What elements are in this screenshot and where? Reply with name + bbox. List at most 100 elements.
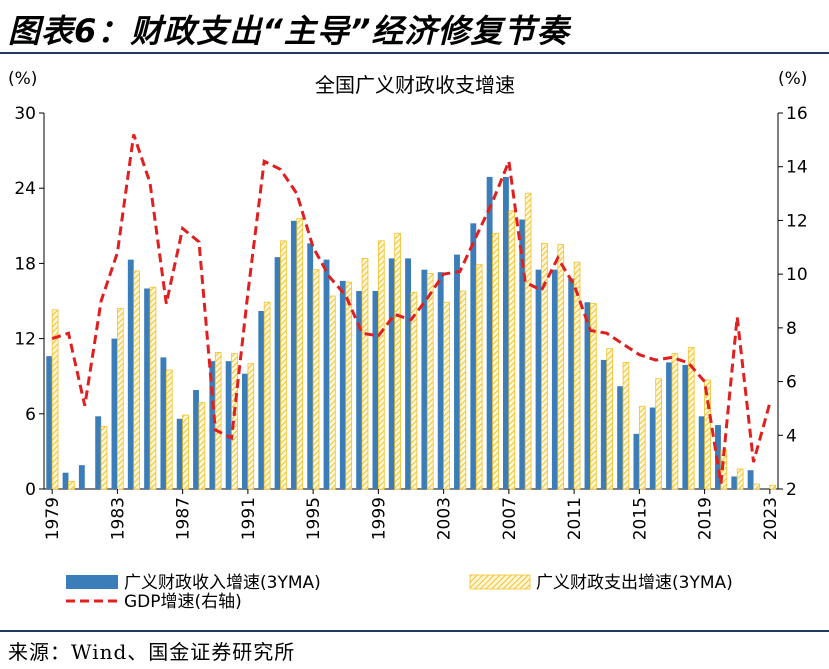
expense-bar bbox=[524, 192, 532, 490]
expense-bar bbox=[606, 348, 614, 490]
expense-bar bbox=[312, 269, 320, 490]
left-axis-unit: (%) bbox=[8, 69, 37, 89]
expense-bar bbox=[329, 295, 336, 490]
legend-label-gdp: GDP增速(右轴) bbox=[124, 592, 242, 612]
expense-bar bbox=[557, 244, 565, 490]
expense-bar bbox=[182, 414, 189, 490]
income-bar bbox=[551, 269, 558, 489]
expense-bar bbox=[280, 240, 287, 490]
chart: 全国广义财政收支增速 (%) (%) 061218243024681012141… bbox=[8, 69, 808, 612]
income-bar bbox=[46, 356, 53, 489]
expense-bar bbox=[361, 257, 369, 490]
x-tick-label: 1999 bbox=[369, 497, 389, 540]
expense-bar bbox=[410, 291, 418, 490]
expense-bar bbox=[68, 481, 75, 490]
income-bar bbox=[225, 361, 232, 489]
right-tick-label: 8 bbox=[786, 319, 797, 339]
footer-rule bbox=[0, 630, 829, 632]
income-bar bbox=[486, 176, 493, 490]
income-bar bbox=[682, 364, 689, 489]
expense-bar bbox=[753, 483, 760, 490]
expense-bar bbox=[133, 270, 140, 490]
income-bar bbox=[437, 272, 444, 489]
expense-bar bbox=[426, 273, 434, 490]
right-axis-unit: (%) bbox=[778, 69, 807, 89]
income-bar bbox=[78, 465, 85, 489]
income-bar bbox=[649, 407, 656, 489]
income-bar bbox=[454, 254, 460, 489]
income-bar bbox=[535, 269, 542, 489]
legend-swatch-expense bbox=[469, 574, 531, 590]
expense-bar bbox=[198, 402, 206, 490]
gdp-line bbox=[51, 134, 772, 484]
expense-bar bbox=[51, 309, 59, 490]
left-tick-label: 24 bbox=[14, 179, 36, 199]
expense-bar bbox=[117, 308, 124, 490]
income-bar bbox=[160, 357, 167, 489]
income-bar bbox=[747, 470, 754, 489]
expense-bar bbox=[377, 240, 385, 490]
expense-bar bbox=[687, 346, 695, 490]
expense-bar bbox=[475, 264, 483, 490]
x-tick-label: 2007 bbox=[500, 497, 520, 540]
expense-bar bbox=[769, 484, 777, 490]
legend-swatch-income bbox=[66, 575, 118, 589]
income-bar bbox=[339, 280, 346, 489]
right-tick-label: 4 bbox=[786, 426, 797, 446]
expense-bar bbox=[671, 353, 679, 490]
expense-bar bbox=[573, 261, 581, 490]
expense-bar bbox=[541, 242, 548, 490]
expense-bar bbox=[704, 379, 711, 490]
income-bar bbox=[356, 290, 363, 489]
income-bar bbox=[176, 418, 183, 489]
income-bar bbox=[111, 338, 118, 489]
x-tick-label: 2011 bbox=[565, 497, 585, 540]
left-tick-label: 12 bbox=[14, 330, 36, 350]
right-tick-label: 12 bbox=[786, 211, 808, 231]
income-bar bbox=[584, 302, 591, 489]
expense-bar bbox=[345, 281, 353, 490]
expense-bar bbox=[214, 351, 222, 490]
expense-bar bbox=[492, 232, 499, 490]
legend-label-income: 广义财政收入增速(3YMA) bbox=[124, 573, 321, 593]
x-tick-label: 1991 bbox=[239, 497, 259, 540]
left-tick-label: 6 bbox=[25, 405, 36, 425]
income-bar bbox=[600, 359, 607, 489]
expense-bar bbox=[165, 369, 173, 490]
legend: 广义财政收入增速(3YMA) 广义财政支出增速(3YMA) GDP增速(右轴) bbox=[66, 573, 733, 612]
x-tick-label: 2019 bbox=[696, 497, 716, 540]
income-bar bbox=[388, 258, 395, 489]
chart-title: 全国广义财政收支增速 bbox=[315, 73, 515, 97]
income-bar bbox=[274, 257, 281, 489]
legend-label-expense: 广义财政支出增速(3YMA) bbox=[536, 573, 733, 593]
figure-title: 图表6：财政支出“主导”经济修复节奏 bbox=[8, 12, 570, 50]
income-bar bbox=[568, 278, 575, 489]
income-bar bbox=[502, 176, 509, 490]
title-rule bbox=[0, 52, 829, 54]
income-bar bbox=[95, 416, 102, 489]
x-tick-label: 1979 bbox=[43, 497, 63, 540]
expense-bar bbox=[622, 362, 630, 490]
left-tick-label: 30 bbox=[14, 104, 36, 124]
x-tick-label: 1983 bbox=[108, 497, 128, 540]
right-tick-label: 14 bbox=[786, 158, 808, 178]
x-tick-label: 2023 bbox=[761, 497, 781, 540]
left-tick-label: 18 bbox=[14, 254, 36, 274]
expense-bar bbox=[508, 210, 516, 490]
income-bar bbox=[470, 223, 477, 489]
right-tick-label: 16 bbox=[786, 104, 808, 124]
income-bar bbox=[519, 219, 526, 490]
income-bar bbox=[290, 220, 297, 489]
x-tick-label: 2015 bbox=[630, 497, 650, 540]
income-bar bbox=[307, 243, 314, 489]
income-bar bbox=[405, 258, 411, 489]
x-tick-label: 2003 bbox=[435, 497, 455, 540]
left-tick-label: 0 bbox=[25, 480, 36, 500]
expense-bar bbox=[247, 363, 255, 490]
expense-bar bbox=[655, 378, 662, 490]
expense-bar bbox=[638, 405, 646, 490]
income-bar bbox=[421, 269, 428, 489]
expense-bar bbox=[443, 301, 450, 490]
expense-bar bbox=[149, 286, 157, 490]
income-bar bbox=[144, 288, 151, 489]
